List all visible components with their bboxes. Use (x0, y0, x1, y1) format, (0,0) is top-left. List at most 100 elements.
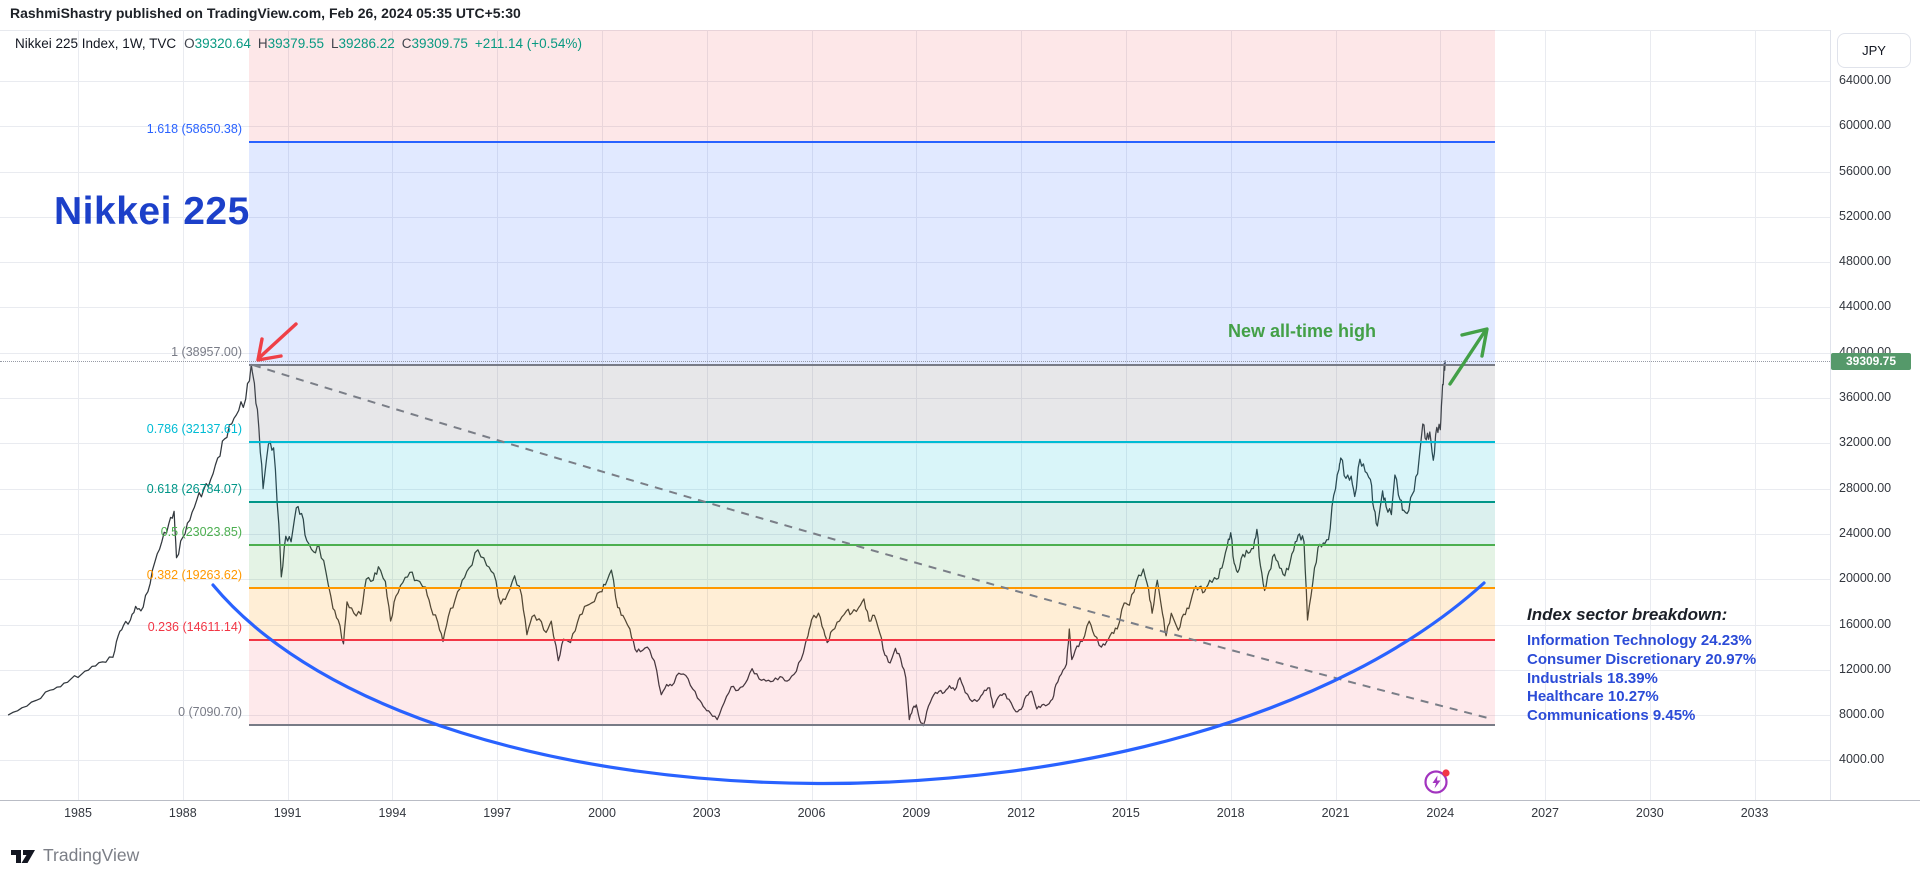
fib-level-label: 1.618 (58650.38) (146, 121, 242, 136)
time-axis-label: 2030 (1635, 806, 1664, 820)
gridline-vertical (78, 30, 79, 800)
gridline-vertical (182, 30, 184, 800)
price-axis-label: 24000.00 (1839, 525, 1892, 540)
sector-item: Information Technology 24.23% (1527, 632, 1752, 649)
ohlc-value: 39379.55 (267, 36, 324, 51)
price-axis-label: 64000.00 (1839, 72, 1892, 87)
fib-level-label: 0.786 (32137.61) (146, 421, 242, 436)
price-axis-label: 56000.00 (1839, 163, 1892, 178)
time-axis-label: 2009 (902, 806, 931, 820)
fib-band (249, 364, 1495, 442)
price-axis-label: 36000.00 (1839, 390, 1892, 404)
tradingview-wordmark: TradingView (43, 845, 140, 865)
fib-band (249, 30, 1495, 142)
sector-item: Communications 9.45% (1527, 707, 1696, 725)
lightning-marker-icon (1424, 769, 1450, 794)
sector-item: Consumer Discretionary 20.97% (1527, 650, 1757, 668)
chart-title-annotation: Nikkei 225 (54, 190, 250, 233)
publish-text: RashmiShastry published on TradingView.c… (10, 5, 521, 21)
time-axis-label: 2033 (1740, 806, 1769, 820)
gridline-horizontal (0, 171, 1830, 173)
fib-level-line (249, 363, 1495, 366)
fib-level-line (249, 639, 1495, 642)
ohlc-key: H (257, 36, 268, 51)
price-axis-label: 16000.00 (1839, 616, 1892, 631)
price-axis-label: 28000.00 (1839, 480, 1892, 495)
fib-level-line (249, 440, 1495, 443)
sector-breakdown-title: Index sector breakdown: (1527, 605, 1728, 624)
ohlc-key: L (330, 36, 339, 51)
time-axis-label: 2003 (692, 806, 721, 820)
time-axis-label: 1994 (378, 806, 407, 820)
price-scale[interactable]: JPY 64000.00 60000.00 56000.00 52000.00 4800… (1830, 30, 1920, 800)
price-axis-label: 8000.00 (1839, 707, 1885, 722)
fib-band (249, 545, 1495, 588)
currency-toggle-button[interactable]: JPY (1837, 33, 1911, 68)
tradingview-brand-link[interactable]: TradingView (10, 845, 139, 866)
fib-level-line (249, 501, 1495, 504)
time-axis-label: 1985 (64, 806, 92, 820)
change-value: +211.14 (+0.54%) (474, 36, 582, 51)
price-axis-label: 4000.00 (1839, 752, 1885, 767)
price-axis-label: 32000.00 (1839, 435, 1892, 450)
symbol-legend: Nikkei 225 Index, 1W, TVC O39320.64 H39379… (15, 36, 582, 51)
new-ath-annotation: New all-time high (1228, 321, 1377, 341)
fib-level-line (249, 586, 1495, 589)
price-axis-label: 44000.00 (1839, 299, 1892, 314)
publish-bar: RashmiShastry published on TradingView.c… (0, 0, 1920, 30)
current-price-line (0, 360, 1830, 362)
ohlc-value: 39320.64 (194, 36, 251, 51)
time-axis-label: 1988 (168, 806, 197, 820)
price-axis-label: 20000.00 (1839, 571, 1892, 586)
time-scale[interactable]: 1985 1988 1991 1994 1997 2000 2003 2006 2009 2012… (0, 800, 1920, 828)
time-axis-label: 2027 (1531, 806, 1559, 820)
gridline-vertical (1754, 30, 1756, 800)
price-axis-label: 12000.00 (1839, 661, 1892, 676)
gridline-horizontal (0, 126, 1830, 128)
fib-band (249, 441, 1495, 503)
footer: TradingView (0, 827, 1920, 877)
fib-level-line (249, 140, 1495, 143)
time-axis-label: 1991 (273, 806, 302, 820)
price-axis-label: 52000.00 (1839, 208, 1892, 223)
time-axis-label: 2021 (1321, 806, 1350, 820)
fib-level-line (249, 544, 1495, 546)
last-price-badge: 39309.75 (1831, 352, 1911, 370)
fib-level-label: 1 (38957.00) (171, 344, 242, 359)
symbol-name: Nikkei 225 Index, 1W, TVC (15, 36, 177, 51)
sector-item: Healthcare 10.27% (1527, 688, 1659, 706)
ohlc-value: 39286.22 (338, 36, 395, 51)
time-axis-label: 2015 (1111, 806, 1140, 820)
ohlc-key: O (184, 36, 195, 51)
ohlc-value: 39309.75 (411, 36, 468, 51)
gridline-horizontal (0, 216, 1830, 218)
gridline-vertical (1649, 30, 1651, 800)
fib-level-label: 0 (7090.70) (178, 705, 242, 720)
sector-item: Industrials 18.39% (1527, 669, 1658, 687)
gridline-vertical (1545, 30, 1547, 800)
time-axis-label: 2012 (1007, 806, 1035, 820)
fib-level-line (249, 724, 1495, 727)
gridline-horizontal (0, 307, 1830, 309)
fib-band (249, 640, 1495, 726)
time-axis-label: 2006 (797, 806, 826, 820)
fib-band (249, 141, 1495, 365)
fib-band (249, 502, 1495, 545)
fib-level-label: 0.5 (23023.85) (160, 525, 242, 539)
time-axis-label: 1997 (483, 806, 512, 820)
gridline-horizontal (0, 262, 1830, 264)
time-axis-label: 2000 (588, 806, 616, 820)
fib-level-label: 0.236 (14611.14) (147, 620, 242, 635)
price-axis-label: 60000.00 (1839, 118, 1892, 133)
time-axis-label: 2024 (1426, 806, 1455, 820)
fib-level-label: 0.618 (26784.07) (146, 482, 242, 497)
ohlc-key: C (401, 36, 412, 51)
tradingview-logo-icon (11, 849, 35, 863)
gridline-horizontal (0, 760, 1830, 762)
sector-breakdown-annotation: Index sector breakdown: Information Tech… (1527, 605, 1756, 726)
gridline-horizontal (0, 352, 1830, 354)
ohlc-values: O39320.64 H39379.55 L39286.22 C39309.75 (184, 36, 475, 51)
fib-band (249, 587, 1495, 641)
fib-level-label: 0.382 (19263.62) (146, 567, 242, 582)
